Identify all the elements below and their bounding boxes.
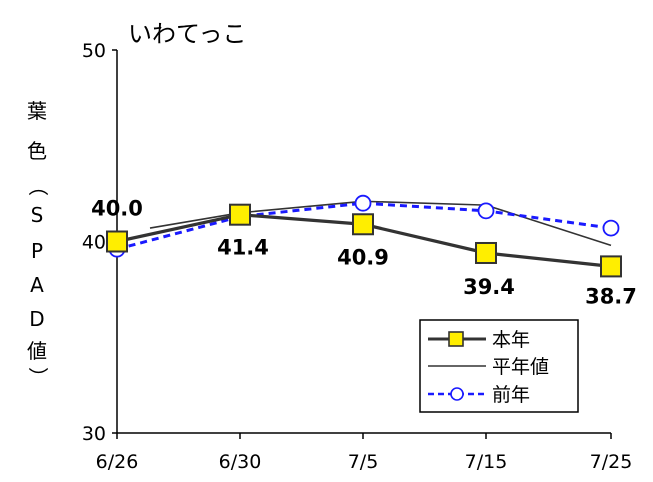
data-label: 38.7 — [585, 284, 637, 308]
data-label: 40.9 — [337, 245, 389, 269]
x-tick-label: 7/25 — [590, 451, 633, 473]
data-label: 39.4 — [463, 275, 515, 299]
data-labels: 40.0 41.4 40.9 39.4 38.7 — [91, 197, 637, 309]
previous-year-point — [354, 194, 372, 212]
y-axis-label-char: P — [31, 239, 43, 263]
y-axis-label-char: 値 — [27, 339, 47, 363]
current-year-point — [106, 230, 128, 253]
data-label: 41.4 — [217, 236, 269, 260]
y-axis-label-char: S — [31, 203, 44, 227]
x-tick-label: 6/26 — [96, 451, 139, 473]
legend-label: 前年 — [492, 384, 530, 406]
x-tick-label: 7/5 — [348, 451, 379, 473]
y-tick-label: 50 — [82, 40, 106, 62]
y-axis-label-char: 葉 — [27, 99, 47, 123]
legend-marker-current — [448, 331, 464, 347]
legend-label: 本年 — [492, 329, 530, 351]
current-year-point — [475, 241, 497, 264]
y-axis-label-char: A — [30, 273, 44, 297]
y-axis-label-char: 色 — [27, 139, 47, 163]
y-axis-label-char: ） — [26, 367, 50, 387]
legend-marker-previous — [450, 387, 464, 401]
x-axis-ticks: 6/26 6/30 7/5 7/15 7/25 — [96, 433, 633, 473]
y-tick-label: 30 — [82, 423, 106, 445]
legend-label: 平年値 — [492, 356, 549, 378]
current-year-point — [229, 203, 251, 226]
y-axis-label-char: （ — [26, 176, 50, 196]
previous-year-point — [602, 219, 620, 237]
y-tick-label: 40 — [82, 232, 106, 254]
previous-year-line — [116, 201, 612, 251]
series-current-year — [106, 203, 622, 278]
chart-title: いわてっこ — [128, 20, 247, 48]
data-label: 40.0 — [91, 197, 143, 221]
x-tick-label: 7/15 — [465, 451, 508, 473]
current-year-point — [600, 255, 622, 278]
y-axis-label-char: D — [29, 307, 44, 331]
x-tick-label: 6/30 — [219, 451, 262, 473]
current-year-point — [352, 213, 374, 236]
previous-year-point — [477, 202, 495, 220]
